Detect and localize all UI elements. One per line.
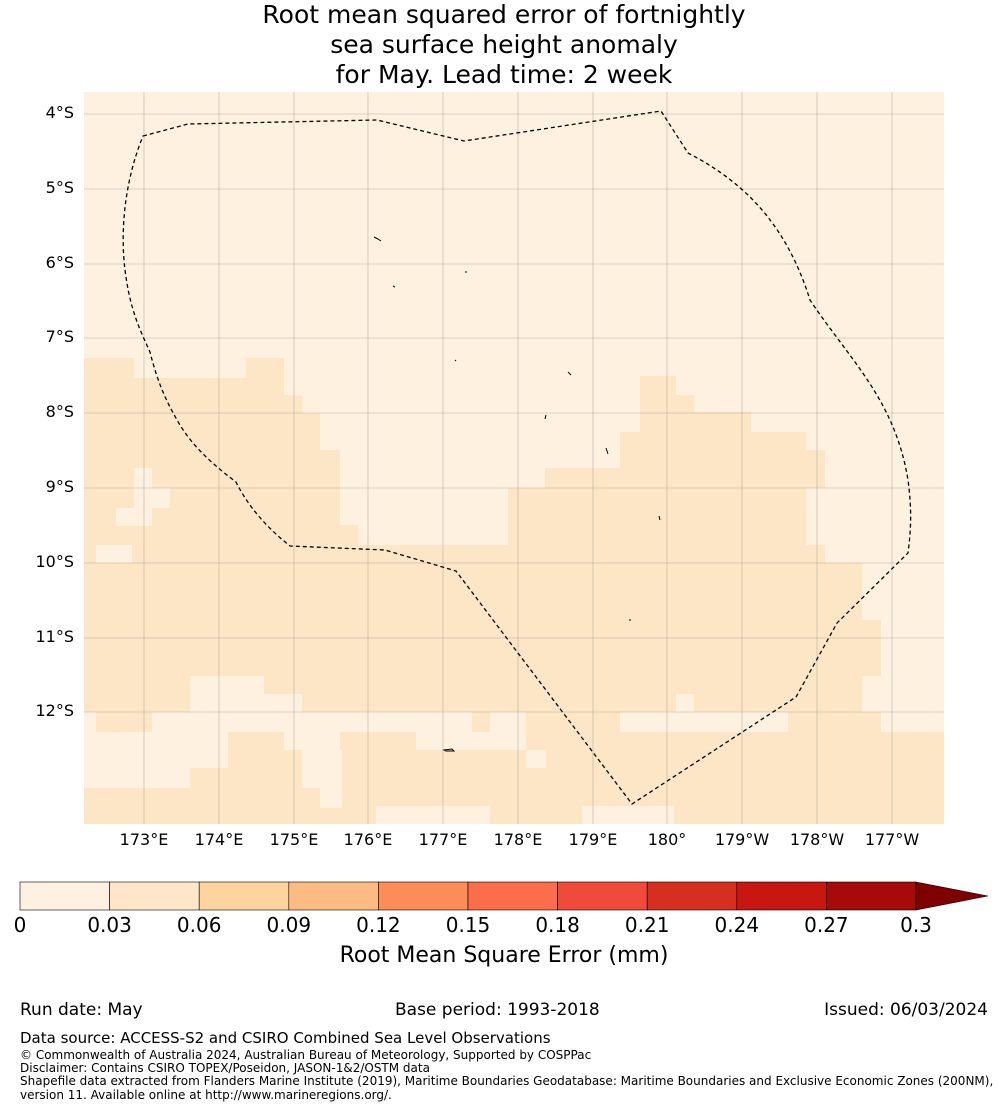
- lat-label: 5°S: [45, 178, 74, 197]
- lon-label: 179°W: [714, 830, 770, 849]
- colorbar-tick-label: 0.15: [445, 913, 491, 937]
- lon-label: 174°E: [194, 830, 244, 849]
- colorbar-segment: [109, 881, 200, 911]
- shapefile-credit-2: version 11. Available online at http://w…: [20, 1088, 392, 1102]
- lon-label: 179°E: [568, 830, 618, 849]
- islands: [373, 236, 661, 752]
- colorbar-tick-label: 0.03: [87, 913, 132, 937]
- title-line-1: Root mean squared error of fortnightly: [262, 0, 746, 29]
- lon-label: 173°E: [119, 830, 169, 849]
- colorbar-tick-label: 0.18: [535, 913, 580, 937]
- lat-label: 9°S: [45, 477, 74, 496]
- lon-label: 177°E: [418, 830, 468, 849]
- title-line-2: sea surface height anomaly: [330, 30, 678, 59]
- shapefile-credit-1: Shapefile data extracted from Flanders M…: [20, 1074, 994, 1088]
- rmse-field: [84, 92, 944, 824]
- base-period: Base period: 1993-2018: [395, 1000, 600, 1020]
- lon-label: 178°W: [789, 830, 845, 849]
- lon-label: 177°W: [864, 830, 920, 849]
- colorbar-tick-label: 0.09: [266, 913, 312, 937]
- lon-label: 180°: [647, 830, 687, 849]
- colorbar-tick-label: 0.06: [176, 913, 222, 937]
- run-date: Run date: May: [20, 1000, 143, 1020]
- colorbar-segment: [826, 881, 917, 911]
- lat-label: 8°S: [45, 402, 74, 421]
- colorbar-tick-label: 0.24: [714, 913, 760, 937]
- lon-label: 175°E: [269, 830, 319, 849]
- data-source: Data source: ACCESS-S2 and CSIRO Combine…: [20, 1029, 551, 1047]
- colorbar-tick-label: 0: [13, 913, 27, 937]
- lat-label: 10°S: [35, 552, 74, 571]
- colorbar-segment: [646, 881, 738, 911]
- colorbar-segment: [198, 881, 290, 911]
- lat-label: 11°S: [35, 627, 74, 646]
- colorbar-tick-label: 0.3: [900, 913, 932, 937]
- lat-label: 7°S: [45, 327, 74, 346]
- colorbar-tick-label: 0.27: [804, 913, 849, 937]
- lat-label: 6°S: [45, 253, 74, 272]
- colorbar-segment: [378, 881, 469, 911]
- colorbar-segment: [736, 881, 827, 911]
- lat-label: 4°S: [45, 103, 74, 122]
- lon-label: 178°E: [493, 830, 543, 849]
- issued-date: Issued: 06/03/2024: [824, 1000, 988, 1020]
- colorbar-tick-label: 0.21: [624, 913, 670, 937]
- field-region-mid-lower: [228, 732, 620, 768]
- gridlines: [84, 92, 944, 824]
- colorbar-segment: [467, 881, 558, 911]
- eez-boundary: [122, 110, 912, 805]
- colorbar-segment: [19, 881, 110, 911]
- field-region-light: [84, 468, 944, 824]
- title-line-3: for May. Lead time: 2 week: [335, 60, 673, 89]
- copyright: © Commonwealth of Australia 2024, Austra…: [20, 1048, 592, 1062]
- colorbar: [19, 881, 989, 911]
- colorbar-segment: [288, 881, 379, 911]
- disclaimer: Disclaimer: Contains CSIRO TOPEX/Poseido…: [20, 1061, 430, 1075]
- colorbar-extend-arrow: [915, 881, 989, 911]
- colorbar-tick-label: 0.12: [356, 913, 401, 937]
- chart-title: Root mean squared error of fortnightly s…: [0, 0, 1008, 90]
- colorbar-label: Root Mean Square Error (mm): [339, 943, 669, 968]
- colorbar-segment: [557, 881, 648, 911]
- lon-label: 176°E: [343, 830, 393, 849]
- lat-label: 12°S: [35, 701, 74, 720]
